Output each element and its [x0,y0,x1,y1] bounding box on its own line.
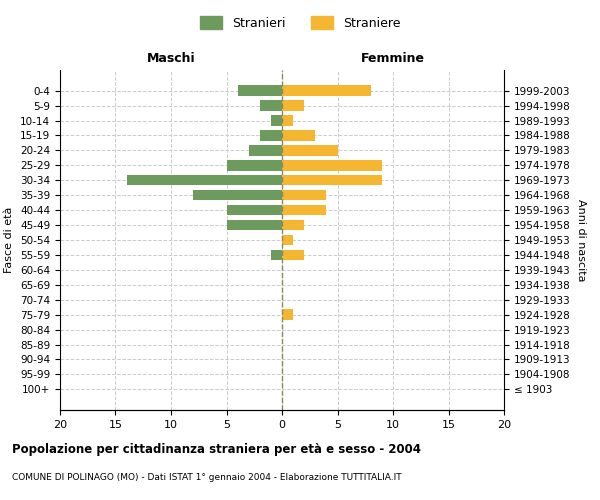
Text: Maschi: Maschi [146,52,196,65]
Bar [282,116,293,126]
Bar [193,190,282,200]
Bar [282,86,371,96]
Bar [282,235,293,245]
Bar [227,205,282,216]
Bar [282,145,337,156]
Bar [260,130,282,140]
Bar [282,310,293,320]
Bar [282,205,326,216]
Bar [282,250,304,260]
Bar [282,190,326,200]
Bar [282,160,382,170]
Bar [238,86,282,96]
Y-axis label: Fasce di età: Fasce di età [4,207,14,273]
Bar [227,160,282,170]
Text: Popolazione per cittadinanza straniera per età e sesso - 2004: Popolazione per cittadinanza straniera p… [12,442,421,456]
Bar [282,175,382,186]
Bar [271,116,282,126]
Text: Femmine: Femmine [361,52,425,65]
Bar [260,100,282,111]
Text: COMUNE DI POLINAGO (MO) - Dati ISTAT 1° gennaio 2004 - Elaborazione TUTTITALIA.I: COMUNE DI POLINAGO (MO) - Dati ISTAT 1° … [12,472,401,482]
Y-axis label: Anni di nascita: Anni di nascita [576,198,586,281]
Bar [271,250,282,260]
Bar [282,130,316,140]
Bar [282,220,304,230]
Bar [227,220,282,230]
Bar [249,145,282,156]
Legend: Stranieri, Straniere: Stranieri, Straniere [194,11,406,35]
Bar [127,175,282,186]
Bar [282,100,304,111]
